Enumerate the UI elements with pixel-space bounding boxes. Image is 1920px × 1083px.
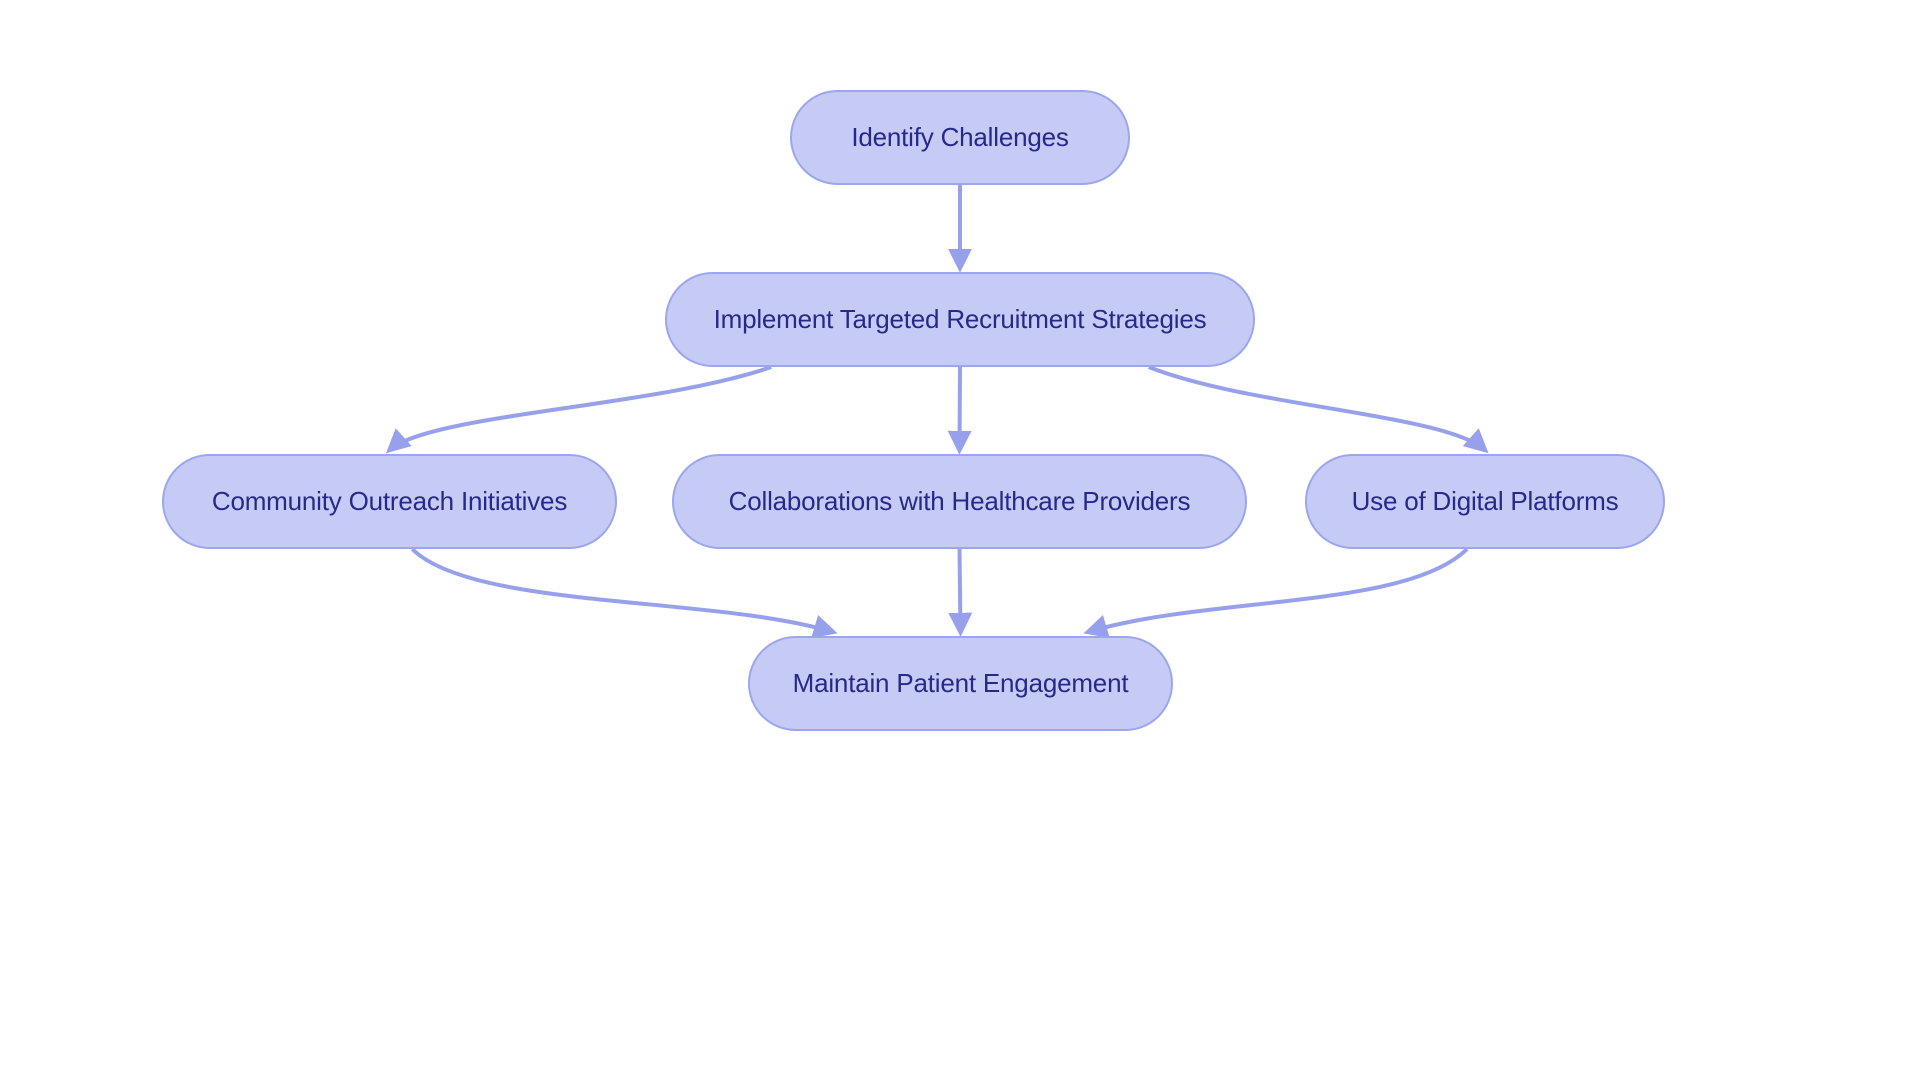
edge-n2-n5	[1149, 367, 1485, 450]
node-n2: Implement Targeted Recruitment Strategie…	[665, 272, 1255, 367]
node-label: Maintain Patient Engagement	[793, 668, 1129, 699]
edge-n4-n6	[960, 549, 961, 632]
edge-n5-n6	[1088, 549, 1467, 632]
node-n4: Collaborations with Healthcare Providers	[672, 454, 1247, 549]
node-label: Identify Challenges	[851, 122, 1068, 153]
node-label: Community Outreach Initiatives	[212, 486, 567, 517]
node-n3: Community Outreach Initiatives	[162, 454, 617, 549]
node-n6: Maintain Patient Engagement	[748, 636, 1173, 731]
edge-n3-n6	[412, 549, 833, 632]
node-n5: Use of Digital Platforms	[1305, 454, 1665, 549]
edge-n2-n4	[960, 367, 961, 450]
node-label: Implement Targeted Recruitment Strategie…	[714, 304, 1207, 335]
node-label: Collaborations with Healthcare Providers	[729, 486, 1191, 517]
node-label: Use of Digital Platforms	[1352, 486, 1619, 517]
edge-n2-n3	[390, 367, 772, 450]
node-n1: Identify Challenges	[790, 90, 1130, 185]
flowchart-canvas: Identify Challenges Implement Targeted Re…	[0, 0, 1920, 1083]
